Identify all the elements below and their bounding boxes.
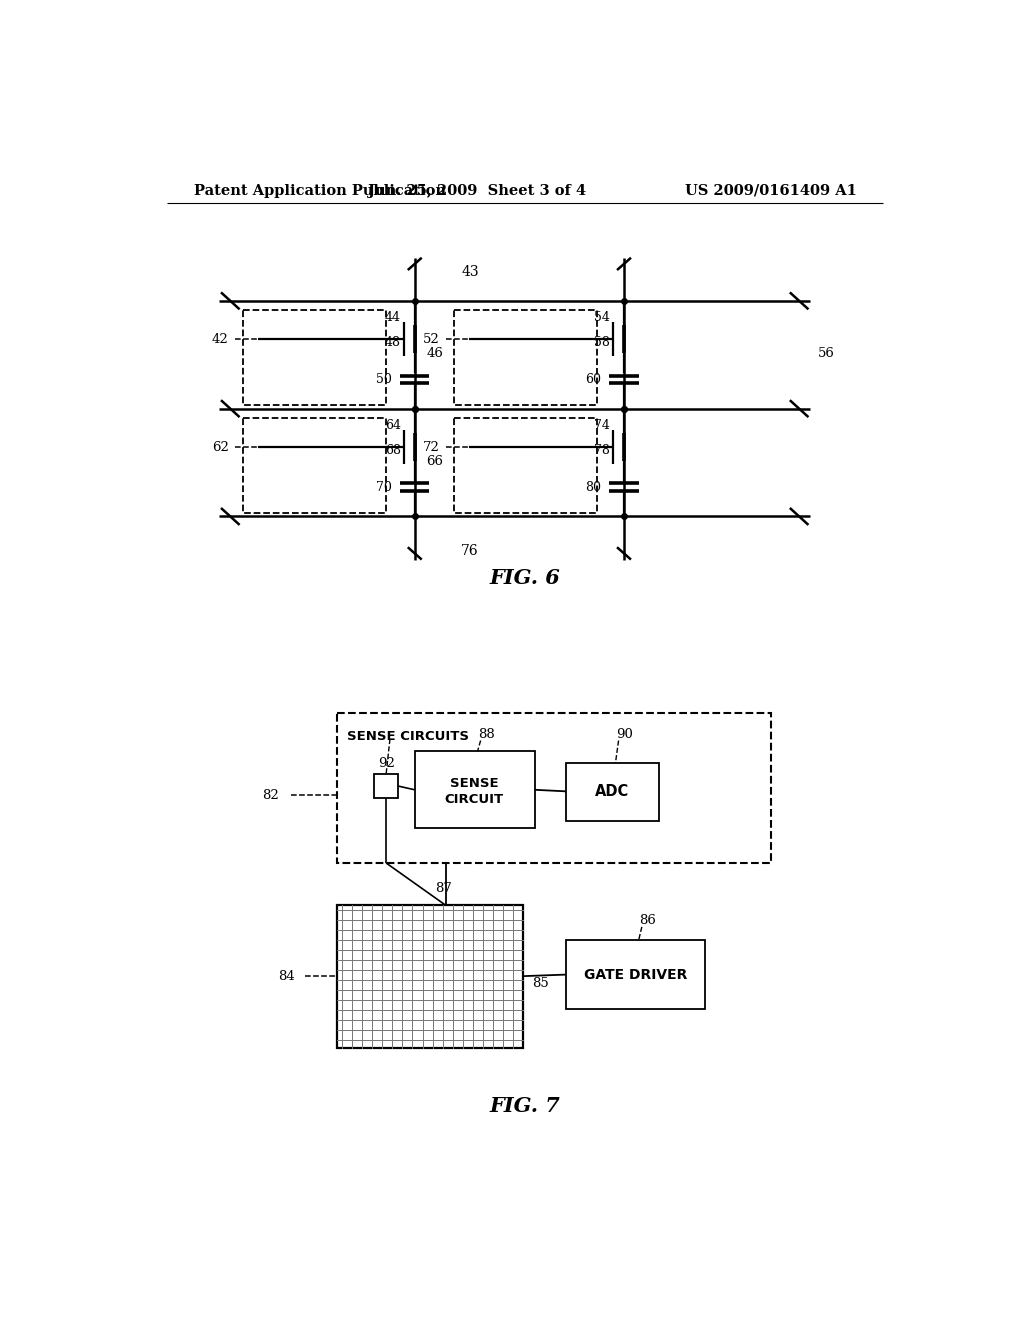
Text: 92: 92	[378, 758, 394, 770]
Text: 78: 78	[594, 444, 610, 457]
Text: 70: 70	[376, 480, 391, 494]
Bar	[243, 418, 386, 512]
Text: 43: 43	[461, 265, 479, 280]
Text: 86: 86	[640, 915, 656, 927]
Text: 54: 54	[594, 312, 610, 325]
Text: 62: 62	[212, 441, 228, 454]
Text: ADC: ADC	[595, 784, 630, 799]
Bar	[454, 310, 597, 405]
Text: 87: 87	[435, 882, 452, 895]
Text: 80: 80	[585, 480, 601, 494]
Text: 44: 44	[385, 312, 400, 325]
Text: GATE DRIVER: GATE DRIVER	[584, 968, 687, 982]
Text: 46: 46	[426, 347, 443, 360]
Bar	[243, 310, 386, 405]
Bar	[454, 418, 597, 512]
Bar	[337, 713, 771, 863]
Text: US 2009/0161409 A1: US 2009/0161409 A1	[685, 183, 856, 198]
Bar	[375, 775, 397, 797]
Text: 52: 52	[423, 333, 439, 346]
Text: 48: 48	[385, 335, 400, 348]
Text: 50: 50	[376, 372, 391, 385]
Text: 82: 82	[262, 789, 280, 801]
Text: 74: 74	[594, 418, 610, 432]
Text: CIRCUIT: CIRCUIT	[444, 792, 504, 805]
Text: 90: 90	[616, 727, 633, 741]
Text: 56: 56	[818, 347, 835, 360]
Bar	[566, 763, 658, 821]
Text: 68: 68	[385, 444, 400, 457]
Text: FIG. 6: FIG. 6	[489, 568, 560, 587]
Text: 58: 58	[594, 335, 610, 348]
Bar	[566, 940, 706, 1010]
Text: 85: 85	[532, 977, 549, 990]
Text: 84: 84	[278, 970, 295, 982]
Text: SENSE CIRCUITS: SENSE CIRCUITS	[346, 730, 469, 743]
Text: 88: 88	[478, 727, 495, 741]
Text: FIG. 7: FIG. 7	[489, 1096, 560, 1115]
Bar	[337, 906, 523, 1048]
Text: Jun. 25, 2009  Sheet 3 of 4: Jun. 25, 2009 Sheet 3 of 4	[368, 183, 586, 198]
Text: 64: 64	[385, 418, 400, 432]
Text: 60: 60	[585, 372, 601, 385]
Text: 66: 66	[426, 454, 443, 467]
Bar	[415, 751, 535, 829]
Text: 42: 42	[212, 333, 228, 346]
Text: Patent Application Publication: Patent Application Publication	[194, 183, 445, 198]
Text: 72: 72	[423, 441, 439, 454]
Text: SENSE: SENSE	[451, 777, 499, 791]
Text: 76: 76	[461, 544, 479, 558]
